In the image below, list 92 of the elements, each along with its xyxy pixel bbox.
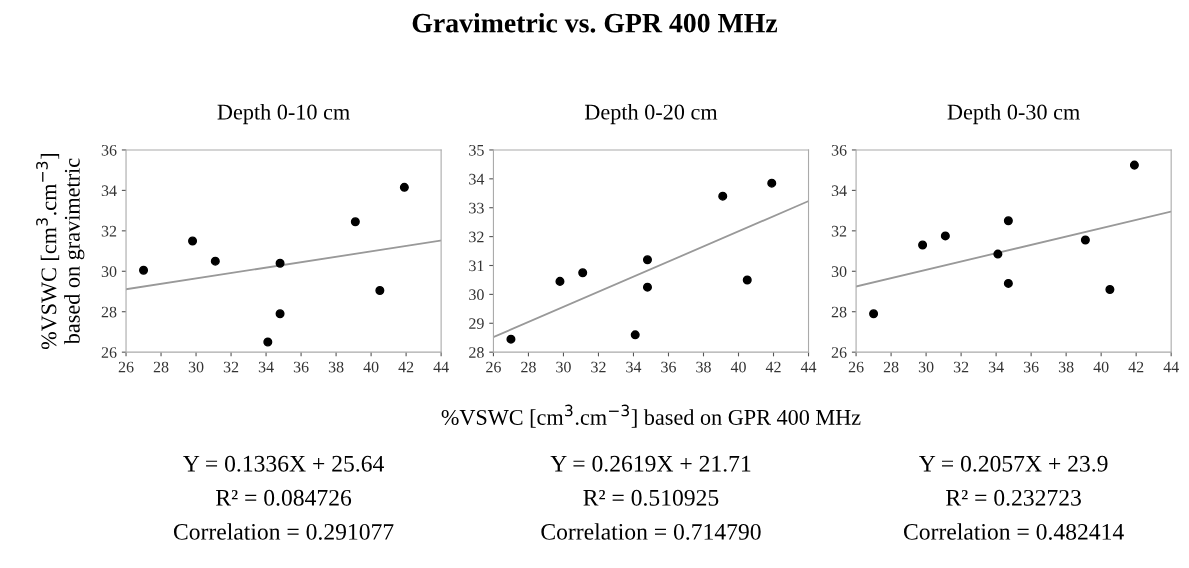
x-tick-label: 40: [363, 361, 379, 373]
x-tick-label: 28: [883, 361, 899, 373]
point: [918, 240, 928, 250]
x-tick-label: 36: [1023, 361, 1039, 373]
point: [642, 282, 652, 292]
chart-title: Depth 0-30 cm: [947, 103, 1080, 125]
y-tick-label: 32: [469, 231, 484, 243]
x-tick-label: 30: [556, 361, 571, 373]
x-tick-label: 40: [730, 361, 746, 373]
x-tick-label: 30: [188, 361, 204, 373]
x-tick-label: 36: [293, 361, 309, 373]
text: Y = 0.1336X + 25.64: [183, 455, 384, 472]
point: [767, 178, 777, 188]
point: [188, 236, 198, 246]
x-tick-label: 38: [696, 361, 711, 373]
x-tick-label: 28: [521, 361, 536, 373]
y-axis-title: %VSWC [cm$^{3}$.cm$^{−3}$] based on gravimetric: [36, 154, 85, 350]
point: [642, 255, 652, 265]
text: R² = 0.510925: [583, 489, 719, 506]
point: [506, 334, 516, 344]
x-tick-label: 42: [765, 361, 781, 373]
y-tick-label: 36: [831, 144, 847, 156]
text: Correlation = 0.714790: [541, 523, 761, 540]
x-tick-label: 38: [328, 361, 344, 373]
point: [275, 258, 285, 268]
x-tick-label: 30: [918, 361, 934, 373]
point: [1080, 235, 1090, 245]
point: [275, 309, 285, 319]
y-tick-label: 26: [101, 347, 117, 358]
point: [263, 337, 273, 347]
text: Y = 0.2057X + 23.9: [919, 455, 1108, 472]
y-tick-label: 34: [831, 185, 847, 197]
y-tick-label: 36: [101, 144, 117, 156]
y-tick-label: 35: [469, 144, 484, 156]
y-tick-label: 32: [831, 225, 847, 237]
point: [993, 249, 1003, 259]
x-tick-label: 34: [626, 361, 642, 373]
x-axis-title: %VSWC [cm$^{3}$.cm$^{−3}$] based on GPR 400 MHz: [441, 404, 861, 428]
y-tick-label: 34: [101, 185, 117, 197]
x-tick-label: 28: [153, 361, 169, 373]
text: R² = 0.084726: [216, 489, 352, 506]
y-tick-label: 30: [469, 289, 484, 301]
point: [350, 217, 360, 227]
x-tick-label: 26: [118, 361, 134, 373]
point: [630, 330, 640, 340]
x-tick-label: 32: [223, 361, 239, 373]
x-tick-label: 26: [848, 361, 864, 373]
point: [555, 276, 565, 286]
y-tick-label: 28: [831, 306, 847, 318]
x-tick-label: 44: [433, 361, 449, 373]
point: [742, 275, 752, 285]
x-tick-label: 26: [486, 361, 501, 373]
point: [718, 191, 728, 201]
chart-title: Depth 0-10 cm: [217, 103, 350, 125]
text: Y = 0.2619X + 21.71: [550, 455, 751, 472]
point: [1003, 216, 1013, 226]
x-tick-label: 34: [988, 361, 1004, 373]
chart-title: Depth 0-20 cm: [584, 103, 718, 125]
y-tick-label: 31: [469, 260, 484, 272]
x-tick-label: 36: [661, 361, 676, 373]
point: [375, 285, 385, 296]
text: R² = 0.232723: [946, 489, 1081, 506]
y-tick-label: 33: [469, 202, 484, 214]
x-tick-label: 42: [1128, 361, 1144, 373]
point: [399, 182, 409, 192]
point: [869, 309, 879, 319]
point: [1129, 160, 1139, 170]
x-tick-label: 44: [1163, 361, 1179, 373]
x-tick-label: 38: [1058, 361, 1074, 373]
y-tick-label: 29: [469, 318, 484, 329]
point: [139, 265, 149, 275]
y-tick-label: 26: [831, 347, 847, 358]
y-tick-label: 32: [101, 225, 117, 237]
y-tick-label: 30: [831, 266, 847, 277]
text: Gravimetric vs. GPR 400 MHz: [412, 12, 778, 33]
y-tick-label: 30: [101, 266, 117, 277]
point: [210, 256, 220, 266]
x-tick-label: 42: [398, 361, 414, 373]
y-tick-label: 34: [469, 173, 485, 185]
x-tick-label: 44: [800, 361, 817, 373]
y-tick-label: 28: [101, 306, 117, 318]
point: [578, 268, 588, 278]
x-tick-label: 40: [1093, 361, 1109, 373]
x-tick-label: 34: [258, 361, 274, 373]
point: [1003, 278, 1013, 288]
x-tick-label: 32: [953, 361, 969, 373]
text: Correlation = 0.291077: [173, 523, 394, 540]
y-tick-label: 28: [469, 347, 484, 358]
point: [940, 231, 950, 241]
text: Correlation = 0.482414: [904, 523, 1124, 540]
x-tick-label: 32: [591, 361, 606, 373]
point: [1105, 284, 1115, 294]
